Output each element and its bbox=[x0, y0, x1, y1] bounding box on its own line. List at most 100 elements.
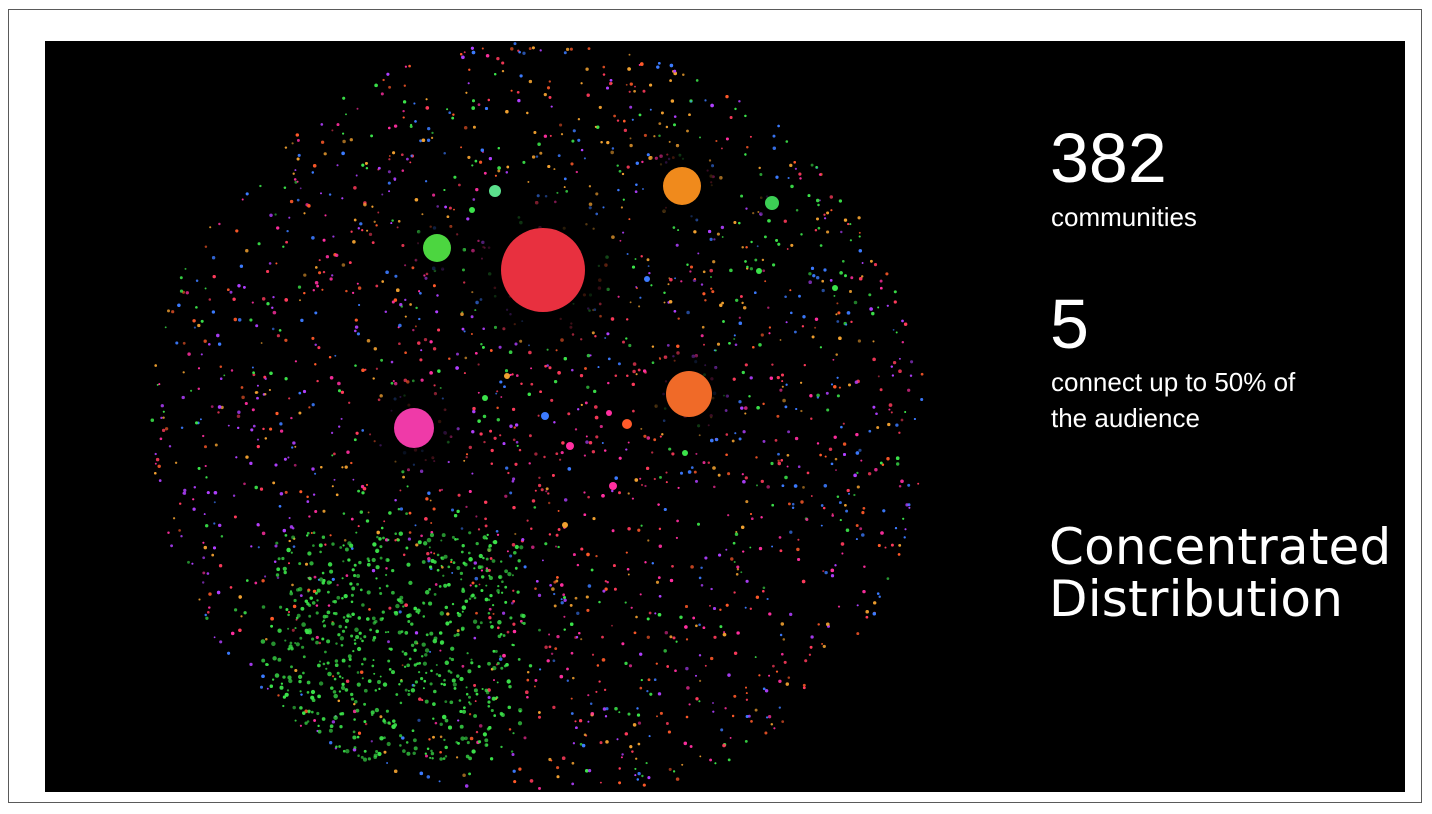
network-node bbox=[379, 617, 384, 622]
network-node bbox=[356, 671, 360, 674]
network-node bbox=[382, 682, 388, 687]
network-node bbox=[555, 545, 557, 548]
network-node bbox=[404, 603, 408, 607]
network-node bbox=[606, 581, 609, 584]
network-node bbox=[330, 686, 334, 690]
network-node bbox=[500, 713, 505, 717]
network-node bbox=[510, 750, 514, 753]
network-node bbox=[414, 524, 417, 527]
network-node bbox=[784, 475, 788, 480]
network-node bbox=[502, 442, 506, 446]
network-node bbox=[512, 769, 516, 773]
network-node bbox=[755, 456, 758, 459]
network-node bbox=[489, 621, 492, 624]
network-node bbox=[341, 151, 345, 156]
network-node bbox=[418, 317, 421, 321]
network-node bbox=[490, 708, 494, 713]
network-node bbox=[543, 93, 547, 97]
network-node bbox=[400, 153, 404, 157]
network-node bbox=[284, 639, 287, 642]
network-node bbox=[230, 631, 235, 636]
network-node bbox=[407, 613, 412, 618]
network-node bbox=[781, 484, 785, 488]
network-node bbox=[170, 544, 173, 548]
network-node bbox=[210, 405, 214, 408]
network-node bbox=[473, 636, 477, 640]
network-node bbox=[338, 690, 342, 693]
network-node bbox=[777, 452, 780, 456]
network-node bbox=[785, 140, 789, 143]
network-node bbox=[422, 661, 427, 666]
network-node bbox=[547, 164, 551, 169]
network-node bbox=[511, 407, 516, 412]
network-node bbox=[496, 533, 500, 536]
network-node bbox=[324, 214, 327, 217]
network-node bbox=[563, 615, 566, 618]
network-node bbox=[604, 715, 608, 718]
network-node bbox=[734, 107, 737, 111]
network-node bbox=[276, 567, 281, 572]
network-node bbox=[516, 444, 519, 447]
network-node bbox=[296, 613, 301, 618]
network-node bbox=[693, 277, 696, 281]
network-node bbox=[802, 486, 805, 489]
network-node bbox=[388, 190, 391, 193]
network-node bbox=[606, 141, 610, 145]
network-node bbox=[477, 419, 481, 423]
network-node bbox=[478, 553, 483, 559]
network-node bbox=[703, 343, 705, 346]
network-node bbox=[256, 438, 260, 441]
network-node bbox=[318, 681, 324, 686]
network-node bbox=[548, 645, 552, 649]
network-node bbox=[294, 169, 297, 172]
network-node bbox=[334, 659, 339, 663]
network-node bbox=[873, 601, 877, 605]
network-node bbox=[537, 142, 541, 146]
network-node bbox=[344, 618, 350, 623]
network-node bbox=[583, 513, 587, 517]
network-node bbox=[890, 543, 894, 547]
network-node bbox=[326, 610, 331, 615]
network-node bbox=[284, 146, 288, 149]
top-communities-label-line-1: connect up to 50% of bbox=[1051, 367, 1296, 397]
network-node bbox=[534, 678, 538, 682]
network-node bbox=[797, 557, 801, 562]
network-node bbox=[755, 484, 759, 487]
network-node bbox=[424, 752, 427, 755]
network-node bbox=[497, 584, 500, 588]
network-node bbox=[180, 535, 183, 538]
network-node bbox=[306, 531, 310, 535]
network-node bbox=[879, 286, 883, 290]
network-node bbox=[230, 369, 234, 372]
network-node bbox=[795, 407, 798, 411]
network-node bbox=[412, 751, 416, 755]
network-node bbox=[382, 718, 385, 721]
network-node bbox=[844, 274, 847, 278]
network-node bbox=[443, 738, 446, 742]
network-node bbox=[343, 539, 347, 542]
network-node bbox=[733, 694, 737, 698]
network-node bbox=[349, 138, 353, 142]
network-node bbox=[291, 583, 294, 587]
network-node bbox=[415, 306, 418, 310]
network-node bbox=[277, 628, 282, 633]
network-node bbox=[463, 706, 466, 709]
network-node bbox=[571, 761, 575, 765]
network-node bbox=[290, 416, 293, 420]
network-node bbox=[474, 584, 478, 588]
network-node bbox=[685, 666, 689, 671]
network-node bbox=[781, 385, 784, 388]
network-node bbox=[544, 645, 548, 649]
network-node bbox=[350, 230, 353, 233]
network-node bbox=[616, 164, 619, 167]
network-node bbox=[727, 514, 730, 517]
network-node bbox=[849, 223, 852, 226]
network-node bbox=[202, 571, 206, 575]
network-node bbox=[627, 67, 631, 71]
network-node bbox=[470, 333, 473, 335]
network-node bbox=[371, 616, 376, 621]
network-node bbox=[845, 528, 850, 532]
network-node bbox=[800, 500, 804, 504]
network-node bbox=[699, 679, 702, 683]
network-node bbox=[848, 383, 851, 387]
